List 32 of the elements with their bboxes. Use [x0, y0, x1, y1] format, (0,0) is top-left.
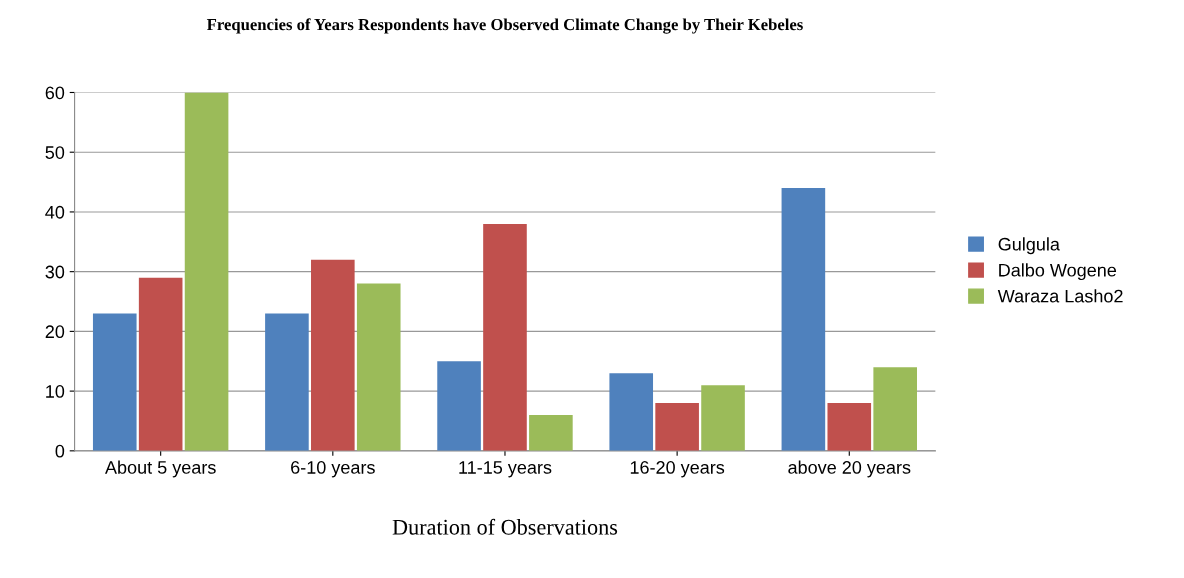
- bar: [92, 313, 137, 451]
- bar: [356, 283, 401, 451]
- chart-title: Frequencies of Years Respondents have Observed Climate Change by Their Kebeles: [206, 18, 803, 34]
- y-tick-label: 30: [45, 265, 65, 279]
- x-tick-label: 16-20 years: [630, 461, 725, 478]
- y-tick-label: 0: [55, 444, 65, 458]
- bar: [781, 188, 826, 451]
- x-tick-label: 11-15 years: [459, 461, 552, 478]
- bar: [184, 92, 229, 451]
- y-tick-label: 50: [45, 146, 65, 159]
- legend-label: Waraza Lasho2: [997, 289, 1123, 303]
- y-tick-label: 60: [45, 86, 65, 100]
- x-axis-title: Duration of Observations: [392, 518, 618, 535]
- bar: [873, 367, 917, 451]
- x-tick-label: above 20 years: [788, 460, 911, 478]
- bar: [609, 373, 654, 451]
- legend-label: Gulgula: [998, 237, 1060, 255]
- bar: [483, 223, 527, 451]
- legend-label: Dalbo Wogene: [999, 263, 1117, 281]
- bar: [701, 385, 745, 451]
- bar: [311, 259, 355, 451]
- y-tick-label: 40: [45, 205, 65, 219]
- bar: [265, 313, 309, 451]
- bar: [529, 415, 573, 451]
- x-tick-label: About 5 years: [105, 460, 216, 478]
- y-tick-label: 10: [46, 385, 65, 398]
- bar: [138, 277, 183, 451]
- x-tick-label: 6-10 years: [291, 461, 375, 478]
- bar: [655, 403, 699, 451]
- y-tick-label: 20: [45, 325, 65, 339]
- bar: [437, 361, 481, 451]
- bar: [827, 403, 872, 451]
